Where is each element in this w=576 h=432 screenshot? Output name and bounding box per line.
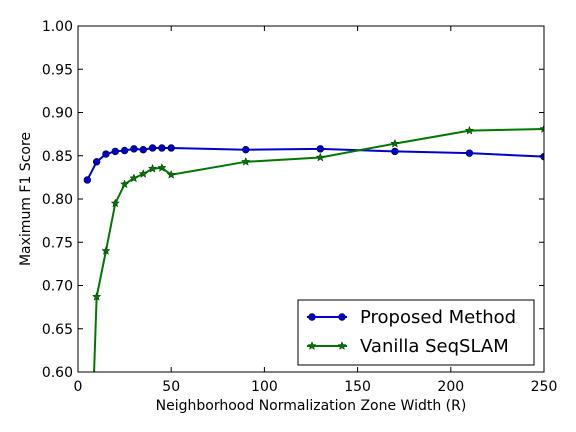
- x-tick-label: 50: [162, 379, 180, 395]
- data-point: [158, 144, 166, 152]
- y-tick-label: 0.95: [42, 62, 73, 78]
- data-point: [92, 158, 101, 166]
- data-point: [315, 152, 325, 162]
- x-tick-label: 100: [251, 379, 278, 395]
- data-point: [129, 173, 139, 183]
- y-tick-label: 0.65: [42, 322, 73, 338]
- legend: Proposed Method Vanilla SeqSLAM: [297, 299, 535, 366]
- data-point: [316, 145, 325, 153]
- y-axis-title: Maximum F1 Score: [18, 132, 34, 266]
- legend-marker: [307, 341, 317, 350]
- y-tick-label: 0.70: [42, 279, 73, 295]
- data-point: [464, 125, 475, 135]
- data-point: [147, 163, 158, 173]
- legend-marker: [338, 313, 346, 321]
- data-point: [101, 246, 111, 255]
- y-tick-label: 0.90: [42, 106, 73, 122]
- data-point: [111, 147, 119, 156]
- data-point: [138, 169, 148, 178]
- legend-marker: [308, 313, 316, 321]
- legend-box: [297, 299, 535, 366]
- y-tick-label: 0.85: [42, 149, 73, 165]
- data-point: [91, 291, 102, 301]
- data-point: [539, 124, 544, 133]
- data-point: [465, 149, 474, 157]
- data-point: [120, 146, 129, 155]
- x-tick-label: 200: [437, 379, 464, 395]
- y-tick-label: 0.60: [42, 365, 73, 381]
- data-point: [148, 144, 157, 152]
- legend-entry: Proposed Method: [307, 307, 516, 328]
- y-tick-label: 1.00: [42, 19, 73, 35]
- data-point: [130, 145, 138, 153]
- legend-marker: [337, 341, 347, 350]
- data-point: [391, 147, 399, 156]
- data-point: [166, 169, 176, 179]
- data-point: [390, 138, 400, 148]
- x-axis-title: Neighborhood Normalization Zone Width (R…: [156, 398, 467, 414]
- data-point: [102, 150, 110, 158]
- x-tick-label: 250: [531, 379, 558, 395]
- legend-label: Vanilla SeqSLAM: [360, 336, 509, 357]
- x-tick-label: 0: [74, 379, 83, 395]
- y-tick-label: 0.75: [42, 235, 73, 251]
- data-point: [157, 162, 167, 172]
- series-vanilla-seqslam: [91, 124, 544, 372]
- data-point: [167, 144, 175, 152]
- data-point: [139, 145, 147, 154]
- data-point: [241, 156, 251, 166]
- data-point: [110, 198, 120, 208]
- data-point: [242, 145, 250, 154]
- y-tick-label: 0.80: [42, 192, 73, 208]
- legend-label: Proposed Method: [360, 307, 516, 328]
- legend-entry: Vanilla SeqSLAM: [307, 336, 509, 357]
- series-proposed-method: [83, 144, 544, 184]
- data-point: [83, 176, 92, 184]
- x-tick-label: 150: [344, 379, 371, 395]
- data-point: [119, 179, 130, 189]
